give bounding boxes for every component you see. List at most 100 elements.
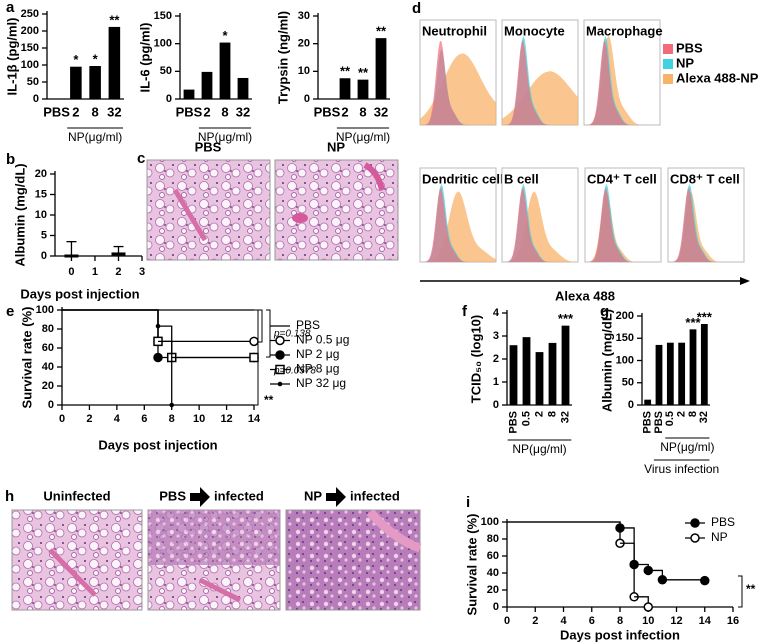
x-tick-label: 1 (92, 266, 98, 278)
y-axis-label: Albumin (mg/dL) (12, 163, 27, 266)
point (111, 252, 126, 256)
y-tick-label: 150 (21, 42, 39, 54)
y-tick-label: 100 (21, 59, 39, 71)
y-axis-label: IL-6 (pg/ml) (137, 22, 152, 92)
x-tick-label: 8 (546, 411, 558, 417)
histogram (668, 188, 744, 262)
image-label: infected (214, 488, 264, 503)
x-tick-label: 14 (248, 413, 261, 425)
legend-label: NP 0.5 μg (296, 333, 349, 347)
marker (249, 352, 259, 363)
x-tick-label: 4 (560, 615, 567, 627)
y-tick-label: 100 (36, 304, 54, 316)
y-tick-label: 80 (42, 323, 54, 335)
x-tick-label: 14 (699, 615, 712, 627)
y-tick-label: 60 (487, 550, 499, 562)
bracket (266, 309, 271, 358)
y-tick-label: 200 (21, 25, 39, 37)
significance: p=0.138 (273, 329, 311, 340)
group-label: NP(μg/ml) (198, 130, 252, 144)
cell-type-label: Monocyte (504, 23, 565, 38)
bar (375, 38, 387, 99)
x-tick-label: 10 (193, 413, 205, 425)
x-tick-label: PBS (43, 104, 70, 119)
x-tick-label: 8 (169, 413, 175, 425)
x-axis-label: Days post infection (560, 627, 680, 642)
y-tick-label: 100 (154, 38, 172, 50)
y-tick-label: 15 (35, 188, 47, 200)
group-label: NP(μg/ml) (660, 440, 714, 454)
significance: ** (340, 64, 351, 79)
legend-label: Alexa 488-NP (676, 70, 759, 85)
histogram (502, 188, 578, 262)
significance: * (93, 51, 99, 66)
y-tick-label: 10 (35, 209, 47, 221)
legend-swatch (663, 59, 673, 69)
marker (275, 335, 285, 346)
panel-label: g (600, 303, 609, 320)
legend-label: PBS (711, 515, 735, 529)
survival-step (507, 521, 621, 528)
y-axis-label: TCID₅₀ (log10) (468, 315, 483, 403)
significance: ** (109, 12, 120, 27)
bar (89, 66, 101, 99)
marker (277, 381, 283, 387)
histogram (502, 40, 578, 125)
y-tick-label: 30 (298, 10, 310, 22)
bar (561, 325, 570, 405)
x-tick-label: 2 (115, 266, 121, 278)
y-tick-label: 50 (622, 377, 634, 389)
group-label: NP(μg/ml) (512, 442, 566, 456)
y-tick-label: 40 (42, 361, 54, 373)
legend-label: NP 32 μg (296, 376, 346, 390)
bar (183, 89, 195, 99)
x-tick-label: 3 (139, 266, 145, 278)
x-tick-label: 8 (92, 104, 99, 119)
marker (700, 575, 710, 586)
bar (339, 78, 351, 99)
vessel (363, 162, 385, 191)
legend-label: NP 8 μg (296, 362, 339, 376)
image-label: PBS (159, 488, 186, 503)
cell-type-label: Neutrophil (422, 23, 487, 38)
survival-step (158, 325, 173, 405)
panel-label: h (5, 488, 14, 505)
histogram-frame (667, 167, 745, 263)
histogram (502, 191, 578, 262)
micrograph (285, 509, 421, 611)
x-tick-label: 2 (86, 413, 92, 425)
image-label: NP (304, 488, 322, 503)
panel-label: i (466, 494, 470, 511)
bar (666, 342, 674, 405)
y-tick-label: 0 (41, 250, 47, 262)
cell-type-label: CD8⁺ T cell (670, 171, 740, 186)
significance: ** (376, 24, 387, 39)
y-tick-label: 3 (493, 330, 499, 342)
y-tick-label: 0 (628, 399, 634, 411)
x-tick-label: 2 (341, 104, 348, 119)
y-tick-label: 20 (487, 584, 499, 596)
marker (643, 602, 653, 612)
image-label: PBS (195, 139, 222, 154)
arrow-head (740, 277, 750, 285)
legend-label: NP (711, 530, 728, 544)
significance: ** (264, 393, 274, 407)
x-tick-label: 32 (107, 104, 121, 119)
x-tick-label: PBS (314, 104, 341, 119)
significance: *** (697, 309, 713, 324)
legend-swatch (663, 44, 673, 54)
y-tick-label: 10 (298, 65, 310, 77)
bar (535, 352, 544, 405)
x-tick-label: 12 (220, 413, 232, 425)
y-axis-label: Albumin (mg/dL) (599, 309, 614, 412)
bar (700, 324, 708, 405)
survival-step (62, 309, 159, 358)
x-tick-label: PBS (507, 411, 519, 434)
x-tick-label: 32 (236, 104, 250, 119)
y-axis-label: Survival rate (%) (464, 514, 479, 616)
y-tick-label: 0 (166, 93, 172, 105)
micrograph (146, 159, 271, 261)
y-tick-label: 20 (42, 380, 54, 392)
x-tick-label: PBS (653, 411, 665, 434)
